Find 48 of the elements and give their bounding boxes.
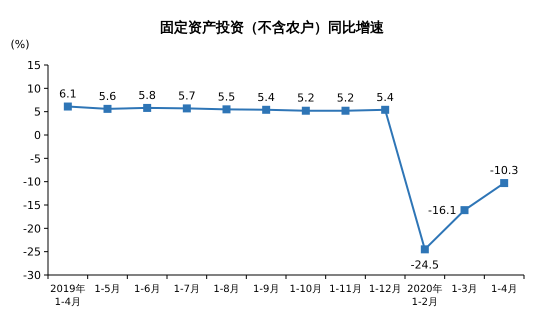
- point: [222, 105, 230, 114]
- point: [104, 104, 112, 113]
- x-tick-label: 1-12月: [368, 284, 402, 295]
- y-tick-label: -30: [23, 269, 41, 282]
- y-tick-label: 10: [27, 82, 41, 96]
- data-label: -10.3: [490, 164, 518, 178]
- data-label: 6.1: [59, 88, 77, 101]
- x-tick-label: 1-8月: [213, 284, 240, 295]
- data-label: 5.2: [336, 92, 354, 105]
- data-label: 5.5: [218, 90, 236, 104]
- data-label: 5.8: [138, 88, 156, 102]
- y-tick-label: 15: [27, 59, 41, 72]
- y-tick-label: 5: [34, 106, 41, 119]
- data-label: 5.7: [178, 89, 196, 102]
- point: [460, 206, 468, 214]
- x-tick-label: 1-6月: [134, 284, 160, 295]
- y-tick-label: -25: [23, 246, 41, 259]
- data-label: 5.4: [376, 90, 394, 104]
- x-tick-label: 2020年 1-2月: [407, 283, 443, 308]
- x-tick-label: 1-5月: [94, 284, 121, 295]
- point: [262, 106, 270, 114]
- data-label: -16.1: [428, 204, 456, 218]
- y-tick-label: -10: [23, 176, 41, 189]
- x-tick-label: 1-4月: [490, 284, 518, 295]
- data-label: 5.4: [257, 90, 275, 104]
- y-tick-label: -5: [30, 152, 41, 166]
- x-tick-label: 1-9月: [252, 284, 280, 295]
- y-tick-label: -15: [23, 199, 41, 212]
- point: [500, 179, 508, 188]
- point: [182, 104, 191, 112]
- x-tick-label: 1-11月: [329, 284, 362, 295]
- point: [64, 102, 72, 111]
- data-label: -24.5: [410, 258, 440, 272]
- x-tick-label: 2019年 1-4月: [50, 283, 86, 308]
- x-tick-label: 1-7月: [174, 284, 200, 295]
- point: [143, 104, 152, 112]
- y-tick-label: 0: [34, 129, 41, 142]
- point: [381, 106, 390, 114]
- x-tick-label: 1-10月: [289, 284, 322, 295]
- y-axis-title: (%): [10, 38, 30, 51]
- chart-title: 固定资产投资（不含农户）同比增速: [160, 19, 385, 36]
- x-tick-label: 1-3月: [451, 284, 478, 295]
- point: [342, 106, 350, 115]
- point: [302, 106, 310, 115]
- y-tick-label: -20: [23, 222, 41, 236]
- data-label: 5.2: [297, 92, 315, 105]
- data-label: 5.6: [98, 90, 116, 103]
- point: [420, 245, 429, 254]
